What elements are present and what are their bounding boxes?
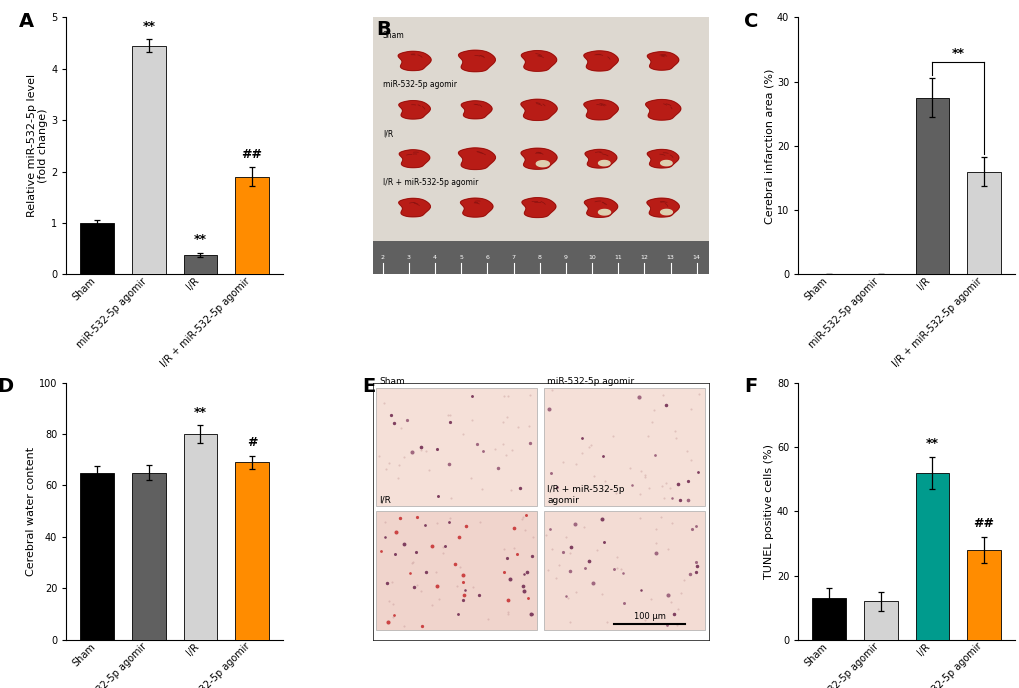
- Bar: [966, 550, 1000, 640]
- Polygon shape: [461, 198, 492, 217]
- Polygon shape: [397, 52, 431, 70]
- Text: 6: 6: [485, 255, 489, 260]
- Y-axis label: Cerebral infarction area (%): Cerebral infarction area (%): [763, 68, 773, 224]
- Bar: [863, 601, 897, 640]
- Polygon shape: [461, 101, 491, 119]
- Text: **: **: [951, 47, 964, 61]
- Polygon shape: [398, 150, 429, 168]
- Text: 9: 9: [564, 255, 568, 260]
- Text: **: **: [194, 405, 207, 418]
- Polygon shape: [398, 198, 430, 217]
- Bar: [543, 511, 704, 630]
- Y-axis label: TUNEL positive cells (%): TUNEL positive cells (%): [763, 444, 773, 579]
- Text: 12: 12: [640, 255, 648, 260]
- Polygon shape: [646, 198, 679, 217]
- Text: Sham: Sham: [382, 32, 405, 41]
- Bar: [915, 98, 949, 275]
- Text: **: **: [194, 233, 207, 246]
- Text: 13: 13: [666, 255, 674, 260]
- Bar: [376, 388, 537, 506]
- Polygon shape: [536, 161, 549, 166]
- Text: I/R + miR-532-5p agomir: I/R + miR-532-5p agomir: [382, 178, 478, 187]
- Bar: [811, 598, 845, 640]
- Bar: [235, 177, 269, 275]
- Polygon shape: [521, 148, 556, 169]
- Text: 3: 3: [407, 255, 411, 260]
- Text: 2: 2: [380, 255, 384, 260]
- Polygon shape: [647, 52, 678, 70]
- Bar: [131, 45, 165, 275]
- Bar: [183, 434, 217, 640]
- Polygon shape: [645, 100, 680, 120]
- Text: 8: 8: [537, 255, 541, 260]
- Polygon shape: [598, 160, 609, 166]
- Bar: [376, 511, 537, 630]
- Bar: [966, 171, 1000, 275]
- Polygon shape: [647, 149, 679, 168]
- Bar: [543, 388, 704, 506]
- Polygon shape: [459, 50, 495, 72]
- Bar: [131, 473, 165, 640]
- Text: #: #: [247, 436, 257, 449]
- Text: 10: 10: [588, 255, 595, 260]
- Text: miR-532-5p agomir: miR-532-5p agomir: [382, 80, 457, 89]
- Text: F: F: [743, 378, 756, 396]
- Text: D: D: [0, 378, 13, 396]
- Text: ##: ##: [972, 517, 994, 530]
- Bar: [235, 462, 269, 640]
- Text: 100 μm: 100 μm: [633, 612, 665, 621]
- Text: ##: ##: [242, 148, 262, 161]
- Text: C: C: [743, 12, 758, 31]
- Text: 7: 7: [512, 255, 515, 260]
- Polygon shape: [660, 209, 672, 215]
- Bar: [183, 255, 217, 275]
- Text: I/R + miR-532-5p
agomir: I/R + miR-532-5p agomir: [547, 485, 625, 505]
- Text: 14: 14: [692, 255, 700, 260]
- Bar: [915, 473, 949, 640]
- Y-axis label: Cerebral water content: Cerebral water content: [26, 447, 36, 576]
- Text: 4: 4: [433, 255, 437, 260]
- Text: A: A: [18, 12, 34, 31]
- Polygon shape: [660, 160, 672, 166]
- Text: B: B: [376, 20, 390, 39]
- Text: **: **: [143, 20, 155, 33]
- Polygon shape: [584, 198, 618, 217]
- Text: I/R: I/R: [382, 129, 392, 138]
- Polygon shape: [598, 209, 610, 215]
- Text: E: E: [363, 378, 375, 396]
- Bar: [81, 223, 114, 275]
- Bar: [372, 241, 708, 275]
- Polygon shape: [585, 149, 616, 168]
- Bar: [81, 473, 114, 640]
- Text: 5: 5: [459, 255, 463, 260]
- Polygon shape: [398, 100, 430, 119]
- Polygon shape: [521, 99, 556, 120]
- Polygon shape: [521, 51, 556, 71]
- Text: miR-532-5p agomir: miR-532-5p agomir: [547, 378, 634, 387]
- Text: **: **: [925, 437, 937, 450]
- Polygon shape: [459, 148, 495, 169]
- Y-axis label: Relative miR-532-5p level
(fold change): Relative miR-532-5p level (fold change): [26, 74, 48, 217]
- Text: I/R: I/R: [379, 496, 391, 505]
- Polygon shape: [583, 51, 618, 71]
- Polygon shape: [522, 197, 555, 217]
- Polygon shape: [583, 100, 618, 120]
- Text: Sham: Sham: [379, 378, 405, 387]
- Text: 11: 11: [613, 255, 622, 260]
